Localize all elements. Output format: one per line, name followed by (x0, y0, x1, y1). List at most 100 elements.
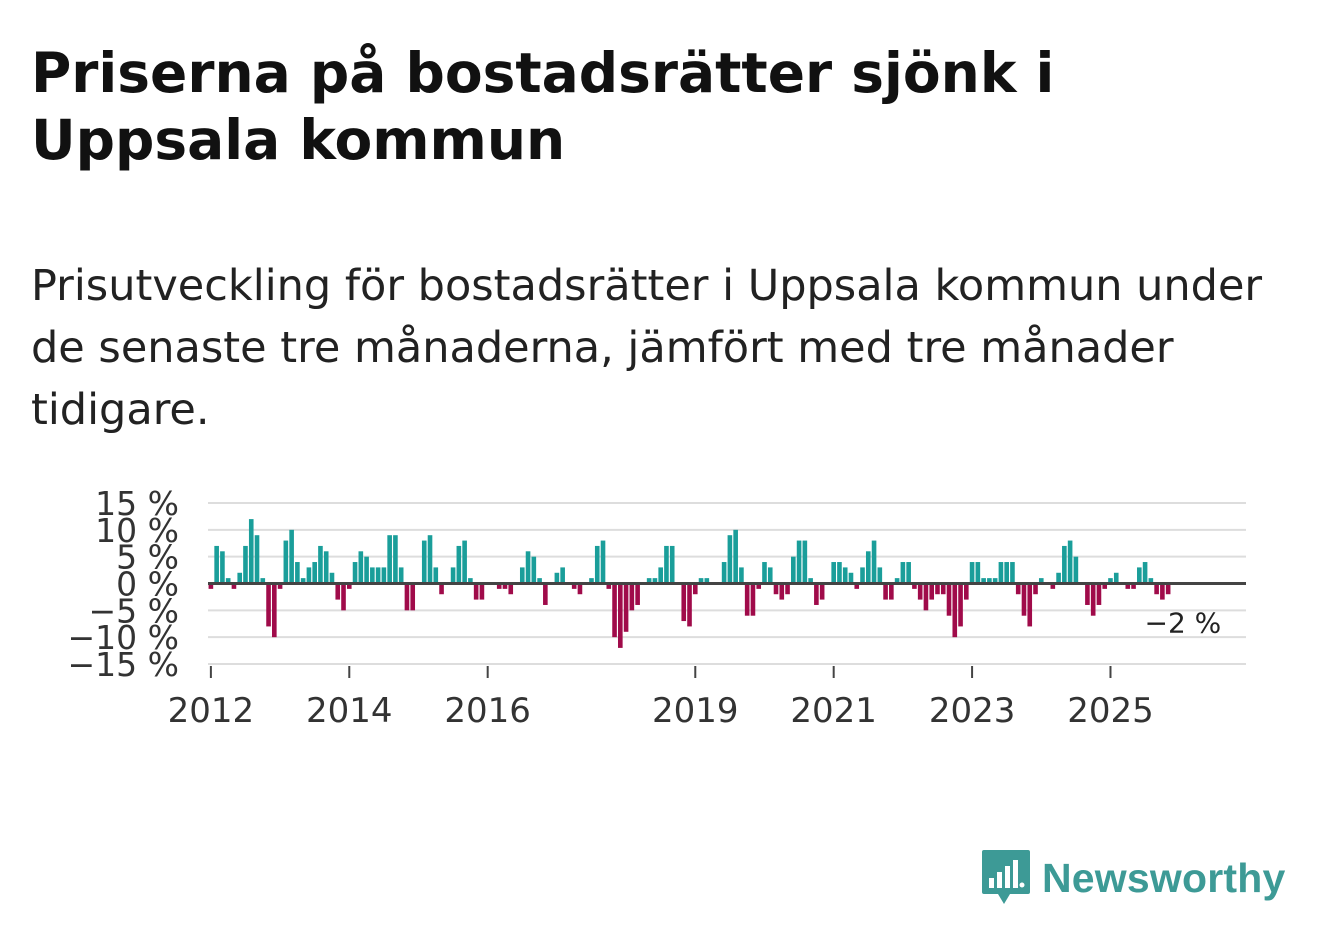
bar-positive (525, 551, 531, 584)
bar-positive (969, 562, 975, 584)
bar-positive (531, 556, 537, 584)
bar-positive (248, 519, 254, 584)
bar-negative (335, 583, 341, 600)
bar-positive (808, 578, 813, 584)
bar-negative (571, 583, 577, 589)
bar-positive (658, 567, 663, 584)
bar-negative (623, 583, 629, 632)
bar-positive (1038, 578, 1044, 584)
y-tick-label: −5 % (89, 591, 180, 630)
bar-positive (871, 540, 877, 584)
bar-positive (1067, 540, 1073, 584)
bar-positive (300, 578, 306, 584)
bar-positive (998, 562, 1004, 584)
y-tick-label: −15 % (68, 645, 180, 684)
bar-positive (877, 567, 883, 584)
bar-positive (981, 578, 986, 584)
bar-positive (370, 567, 375, 584)
bar-positive (312, 562, 317, 584)
bar-negative (1085, 583, 1090, 605)
bar-negative (1165, 583, 1171, 595)
bar-negative (773, 583, 779, 595)
bar-negative (946, 583, 952, 616)
bar-negative (277, 583, 283, 589)
bar-positive (669, 545, 675, 584)
bar-negative (744, 583, 750, 616)
bar-positive (704, 578, 710, 584)
bar-positive (462, 540, 467, 584)
bar-positive (468, 578, 473, 584)
bar-positive (537, 578, 542, 584)
bar-positive (358, 551, 364, 584)
bar-negative (854, 583, 860, 589)
bar-negative (814, 583, 819, 605)
bar-negative (502, 583, 508, 589)
bar-negative (1125, 583, 1131, 589)
chart-title: Priserna på bostadsrätter sjönk i Uppsal… (31, 41, 1055, 172)
bar-positive (433, 567, 439, 584)
bar-positive (214, 545, 219, 584)
bar-positive (762, 562, 767, 584)
bar-positive (306, 567, 312, 584)
bar-positive (791, 556, 796, 584)
bar-positive (865, 551, 871, 584)
bar-positive (289, 529, 294, 584)
bar-negative (964, 583, 969, 600)
bar-positive (352, 562, 358, 584)
bar-negative (473, 583, 479, 600)
bar-negative (750, 583, 756, 616)
x-tick-label: 2012 (168, 691, 255, 731)
bar-positive (427, 535, 433, 584)
bar-negative (1090, 583, 1096, 616)
bar-negative (1160, 583, 1165, 600)
bar-positive (721, 562, 727, 584)
y-tick-label: 0 % (116, 565, 179, 604)
bar-positive (554, 572, 560, 584)
y-tick-label: 10 % (95, 511, 179, 550)
bar-negative (883, 583, 888, 600)
bar-positive (1056, 572, 1061, 584)
bar-positive (398, 567, 404, 584)
bar-chart: 15 %10 %5 %0 %−5 %−10 %−15 % 2012 2014 2016… (68, 484, 1246, 731)
bar-negative (479, 583, 485, 600)
bar-positive (831, 562, 836, 584)
bar-negative (543, 583, 548, 605)
x-tick-label: 2016 (444, 691, 531, 731)
bar-positive (450, 567, 456, 584)
newsworthy-logo[interactable]: Newsworthy (980, 848, 1286, 908)
bar-positive (1142, 562, 1148, 584)
bar-positive (519, 567, 525, 584)
bar-negative (923, 583, 929, 611)
bar-positive (739, 567, 744, 584)
bar-positive (652, 578, 658, 584)
newsworthy-logo-icon (982, 850, 1030, 904)
bar-positive (225, 578, 231, 584)
bar-positive (860, 567, 865, 584)
bar-positive (594, 545, 600, 584)
bar-positive (260, 578, 266, 584)
y-tick-label: −10 % (68, 618, 180, 657)
bar-positive (767, 567, 773, 584)
grid-lines (208, 502, 1246, 665)
bar-negative (952, 583, 958, 638)
bar-positive (1137, 567, 1142, 584)
bar-negative (940, 583, 946, 595)
bar-negative (629, 583, 635, 611)
bar-negative (929, 583, 935, 600)
bar-positive (975, 562, 981, 584)
bar-positive (1010, 562, 1015, 584)
bar-positive (987, 578, 992, 584)
bar-negative (635, 583, 640, 605)
bar-positive (393, 535, 398, 584)
bar-negative (231, 583, 237, 589)
bar-negative (439, 583, 444, 595)
bars (208, 519, 1171, 648)
bar-negative (1096, 583, 1102, 605)
bar-negative (779, 583, 785, 600)
bar-positive (600, 540, 606, 584)
bar-negative (508, 583, 514, 595)
bar-negative (1015, 583, 1021, 595)
bar-negative (1102, 583, 1108, 589)
y-tick-label: 15 % (95, 484, 179, 523)
axes: 15 %10 %5 %0 %−5 %−10 %−15 % 2012 2014 2016… (68, 484, 1246, 731)
